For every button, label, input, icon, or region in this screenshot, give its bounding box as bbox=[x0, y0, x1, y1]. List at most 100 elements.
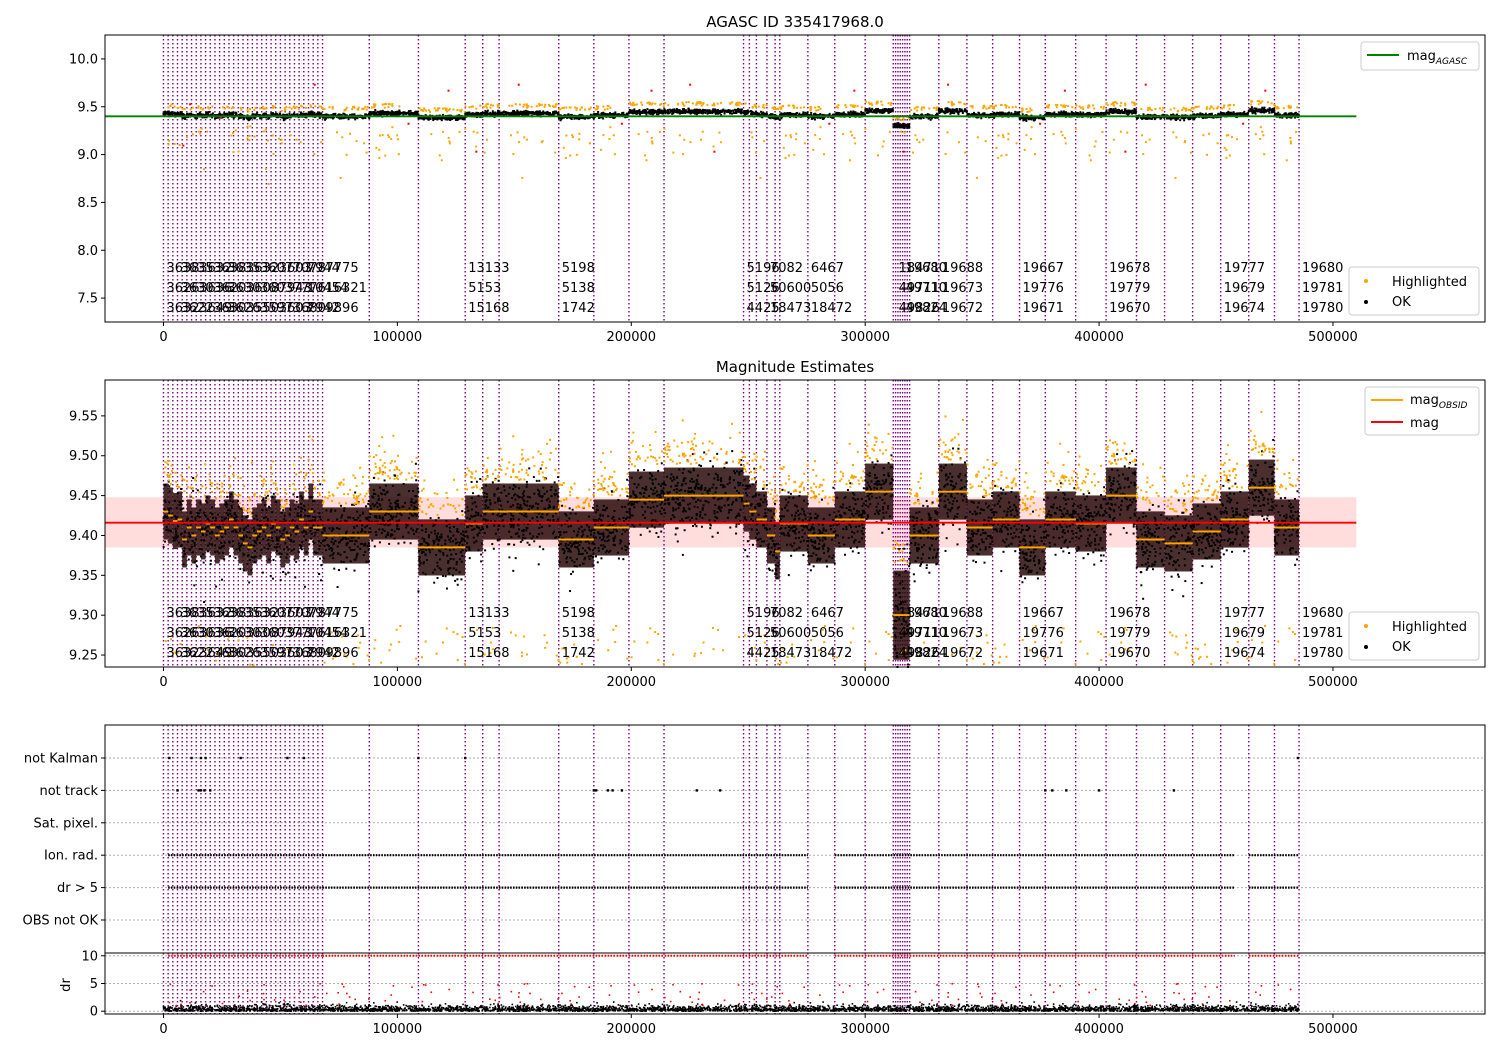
ok-point bbox=[657, 112, 660, 115]
ok-point bbox=[654, 110, 657, 113]
ok-point bbox=[652, 109, 655, 112]
ok-point bbox=[880, 109, 883, 112]
highlighted-point bbox=[294, 107, 297, 110]
ok-point bbox=[567, 113, 570, 116]
highlighted-point bbox=[836, 106, 839, 109]
ok-point bbox=[613, 116, 616, 119]
highlighted-point bbox=[273, 105, 276, 108]
ok-point bbox=[1092, 113, 1095, 116]
ok-point bbox=[1212, 116, 1215, 119]
ok-point bbox=[1089, 114, 1092, 117]
ok-point bbox=[175, 113, 178, 116]
ok-point bbox=[1202, 114, 1205, 117]
ok-point bbox=[449, 119, 452, 122]
highlighted-point bbox=[452, 108, 455, 111]
highlighted-point bbox=[1087, 106, 1090, 109]
obsid-label: 19688 bbox=[942, 261, 983, 276]
ok-point bbox=[354, 118, 357, 121]
highlighted-point bbox=[738, 101, 741, 104]
highlighted-point bbox=[239, 106, 242, 109]
ok-point bbox=[869, 110, 872, 113]
ok-point bbox=[678, 109, 681, 112]
ok-point bbox=[293, 113, 296, 116]
ok-point bbox=[889, 110, 892, 113]
highlighted-point bbox=[654, 102, 657, 105]
ok-point bbox=[308, 113, 311, 116]
ok-point bbox=[318, 111, 321, 114]
ok-point bbox=[790, 112, 793, 115]
ok-point bbox=[1125, 110, 1128, 113]
highlighted-point bbox=[609, 126, 612, 129]
ok-point bbox=[689, 112, 692, 115]
highlighted-point bbox=[561, 106, 564, 109]
highlighted-point bbox=[1141, 134, 1144, 137]
ok-point bbox=[422, 118, 425, 121]
ok-point bbox=[1170, 116, 1173, 119]
highlighted-point bbox=[964, 103, 967, 106]
ok-point bbox=[187, 114, 190, 117]
highlighted-point bbox=[773, 107, 776, 110]
ok-point bbox=[965, 110, 968, 113]
ok-point bbox=[473, 112, 476, 115]
highlighted-point bbox=[734, 103, 737, 106]
highlighted-point bbox=[486, 103, 489, 106]
ok-point bbox=[1172, 116, 1175, 119]
highlighted-point bbox=[1270, 102, 1273, 105]
ok-point bbox=[741, 111, 744, 114]
highlighted-point bbox=[489, 106, 492, 109]
ok-point bbox=[271, 112, 274, 115]
ok-point bbox=[734, 110, 737, 113]
highlighted-point bbox=[518, 141, 521, 144]
highlighted-point bbox=[994, 104, 997, 107]
ok-point bbox=[445, 117, 448, 120]
ok-point bbox=[897, 122, 900, 125]
ok-point bbox=[451, 118, 454, 121]
ok-point bbox=[878, 109, 881, 112]
ok-point bbox=[646, 108, 649, 111]
highlighted-point bbox=[997, 156, 1000, 159]
ok-point bbox=[813, 116, 816, 119]
highlighted-point bbox=[514, 103, 517, 106]
ok-point bbox=[633, 108, 636, 111]
obsid-label: 3680 bbox=[293, 301, 326, 316]
highlighted-point bbox=[391, 103, 394, 106]
ok-point bbox=[1290, 113, 1293, 116]
ok-point bbox=[762, 114, 765, 117]
ok-point bbox=[518, 111, 521, 114]
highlighted-point bbox=[1007, 132, 1010, 135]
highlighted-point bbox=[206, 106, 209, 109]
highlighted-point bbox=[1015, 142, 1018, 145]
ok-point bbox=[882, 109, 885, 112]
ok-point bbox=[535, 113, 538, 116]
highlighted-point bbox=[458, 109, 461, 112]
top-panel: 3638363536323638363536323607360370787944… bbox=[69, 34, 1486, 345]
ok-point bbox=[953, 112, 956, 115]
highlighted-point bbox=[1190, 109, 1193, 112]
highlighted-point bbox=[318, 105, 321, 108]
highlighted-point bbox=[1060, 130, 1063, 133]
ok-point bbox=[1113, 109, 1116, 112]
highlighted-point bbox=[853, 105, 856, 108]
highlighted-point bbox=[663, 127, 666, 130]
ok-point bbox=[366, 114, 369, 117]
ok-point bbox=[612, 112, 615, 115]
ok-point bbox=[571, 114, 574, 117]
highlighted-point bbox=[571, 136, 574, 139]
ok-point bbox=[642, 109, 645, 112]
ok-point bbox=[1003, 113, 1006, 116]
highlighted-point bbox=[1188, 109, 1191, 112]
highlighted-point bbox=[295, 138, 298, 141]
highlighted-point bbox=[1071, 106, 1074, 109]
highlighted-point bbox=[565, 106, 568, 109]
ok-point bbox=[887, 109, 890, 112]
highlighted-point bbox=[331, 107, 334, 110]
ok-point bbox=[242, 116, 245, 119]
highlighted-point bbox=[1289, 136, 1292, 139]
ok-point bbox=[856, 113, 859, 116]
ok-point bbox=[760, 112, 763, 115]
ok-point bbox=[938, 111, 941, 114]
ok-point bbox=[290, 113, 293, 116]
ok-point bbox=[723, 112, 726, 115]
ok-point bbox=[391, 114, 394, 117]
highlighted-point bbox=[253, 135, 256, 138]
